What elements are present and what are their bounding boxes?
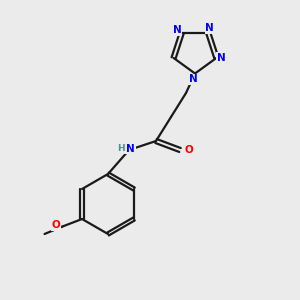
Text: O: O: [184, 145, 193, 155]
Text: H: H: [117, 144, 124, 153]
Text: N: N: [206, 23, 214, 33]
Text: N: N: [126, 143, 135, 154]
Text: O: O: [52, 220, 60, 230]
Text: N: N: [217, 53, 225, 63]
Text: N: N: [189, 74, 198, 85]
Text: N: N: [173, 25, 182, 35]
